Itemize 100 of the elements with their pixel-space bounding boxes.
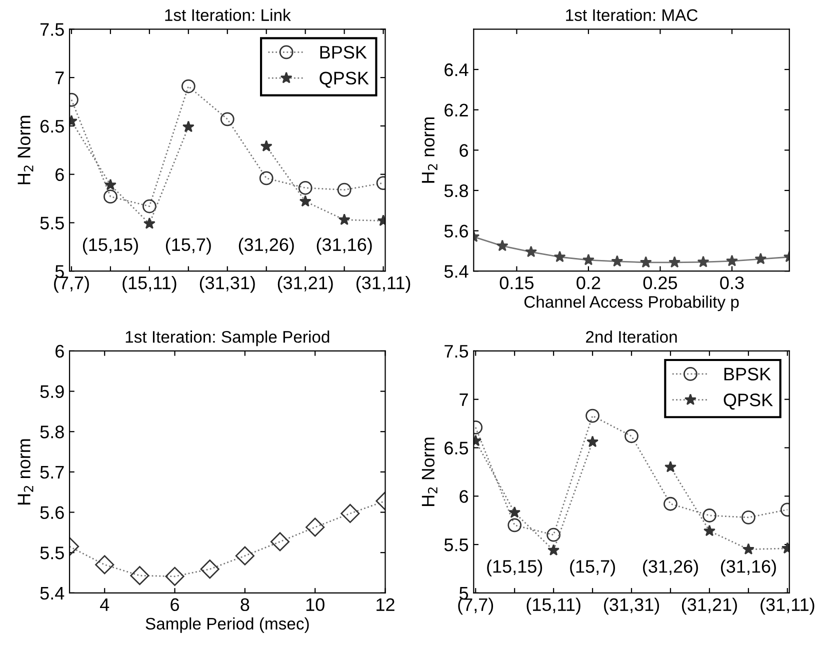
- point: [337, 182, 352, 197]
- x-tick-label: (31,31): [200, 276, 255, 293]
- point: [496, 240, 508, 252]
- y-tick-label: 6: [56, 168, 64, 182]
- x-tick-label: (15,7): [166, 238, 211, 255]
- point: [104, 190, 118, 204]
- point: [270, 532, 290, 552]
- x-tick-label: 0.3: [720, 276, 744, 290]
- point: [754, 252, 767, 264]
- x-tick-label: (31,21): [278, 276, 333, 293]
- x-tick-label: 0.25: [643, 276, 678, 290]
- y-tick-label: 5.4: [40, 587, 64, 600]
- x-tick-label: 10: [306, 598, 324, 612]
- legend-label: QPSK: [320, 72, 369, 88]
- point: [554, 250, 566, 262]
- y-tick-label: 6: [56, 344, 64, 358]
- point: [546, 528, 560, 542]
- point: [664, 460, 676, 472]
- y-tick-label: 5.9: [40, 385, 64, 398]
- point: [586, 436, 599, 448]
- y-tick-label: 7: [56, 72, 64, 84]
- y-axis-title: H$_{2}$ norm: [18, 439, 34, 504]
- x-tick-label: 8: [240, 598, 250, 612]
- y-tick-label: 7.5: [40, 23, 64, 36]
- y-tick-label: 6.4: [444, 63, 468, 76]
- point: [525, 246, 538, 258]
- x-tick-label: (15,15): [82, 238, 138, 255]
- x-tick-label: (31,26): [238, 238, 294, 255]
- x-tick-label: (7,7): [458, 598, 494, 615]
- point: [697, 256, 710, 268]
- point: [582, 254, 594, 266]
- point: [340, 504, 360, 524]
- x-tick-label: (31,16): [720, 560, 776, 576]
- y-tick-label: 5.6: [444, 224, 468, 238]
- y-tick-label: 5.6: [40, 506, 64, 519]
- legend-label: BPSK: [320, 46, 367, 59]
- point: [664, 496, 678, 511]
- x-tick-label: (31,26): [643, 560, 698, 576]
- x-tick-label: (31,11): [760, 598, 814, 615]
- y-axis-title: H$_{2}$ Norm: [18, 116, 34, 184]
- chart-title: 1st Iteration: Sample Period: [126, 330, 330, 346]
- point: [611, 255, 624, 267]
- x-tick-label: (15,11): [122, 276, 176, 293]
- y-tick-label: 5.8: [444, 184, 468, 198]
- point: [181, 79, 196, 94]
- y-tick-label: 5.5: [40, 216, 64, 230]
- y-tick-label: 5.4: [444, 265, 468, 278]
- point: [640, 256, 652, 268]
- chart-title: 1st Iteration: MAC: [566, 8, 698, 21]
- x-tick-label: (15,11): [526, 598, 580, 615]
- point: [508, 506, 521, 518]
- point: [95, 555, 114, 574]
- y-tick-label: 5.7: [40, 466, 64, 479]
- point: [742, 510, 756, 524]
- x-tick-label: (31,16): [316, 238, 372, 255]
- point: [143, 217, 156, 229]
- point: [259, 171, 274, 186]
- y-tick-label: 7.5: [444, 345, 468, 358]
- point: [586, 408, 600, 423]
- point: [703, 524, 716, 536]
- point: [104, 178, 116, 190]
- y-tick-label: 5.5: [444, 538, 468, 552]
- point: [742, 543, 754, 555]
- point: [220, 112, 234, 126]
- point: [298, 180, 312, 195]
- point: [306, 518, 325, 537]
- point: [624, 429, 638, 444]
- y-axis-title: H$_{2}$ norm: [422, 117, 438, 183]
- y-tick-label: 6: [460, 490, 468, 503]
- y-axis-title: H$_{2}$ Norm: [422, 438, 438, 506]
- point: [165, 566, 184, 586]
- x-tick-label: (31,31): [604, 598, 659, 615]
- x-tick-label: 0.2: [576, 276, 600, 290]
- point: [548, 544, 560, 556]
- point: [508, 518, 522, 532]
- y-tick-label: 6: [460, 144, 468, 157]
- point: [130, 566, 150, 586]
- legend-label: QPSK: [724, 394, 773, 410]
- point: [338, 214, 350, 226]
- point: [702, 508, 716, 522]
- x-tick-label: (31,11): [356, 276, 410, 293]
- x-axis-title: Sample Period (msec): [146, 617, 309, 633]
- point: [299, 195, 312, 207]
- x-tick-label: (15,15): [487, 560, 542, 576]
- x-tick-label: 4: [100, 598, 110, 611]
- x-tick-label: (15,7): [570, 560, 615, 576]
- y-tick-label: 5.8: [40, 426, 64, 438]
- y-tick-label: 6.5: [444, 442, 468, 454]
- chart-title: 2nd Iteration: [586, 330, 677, 343]
- legend-label: BPSK: [724, 368, 771, 380]
- y-tick-label: 5.5: [40, 546, 64, 560]
- x-tick-label: (31,21): [682, 598, 737, 615]
- point: [182, 120, 194, 132]
- point: [200, 560, 220, 579]
- point: [668, 256, 681, 268]
- x-axis-title: Channel Access Probability p: [524, 296, 739, 312]
- point: [260, 140, 272, 152]
- point: [142, 199, 156, 214]
- y-tick-label: 7: [460, 393, 468, 406]
- y-tick-label: 6.5: [40, 120, 64, 133]
